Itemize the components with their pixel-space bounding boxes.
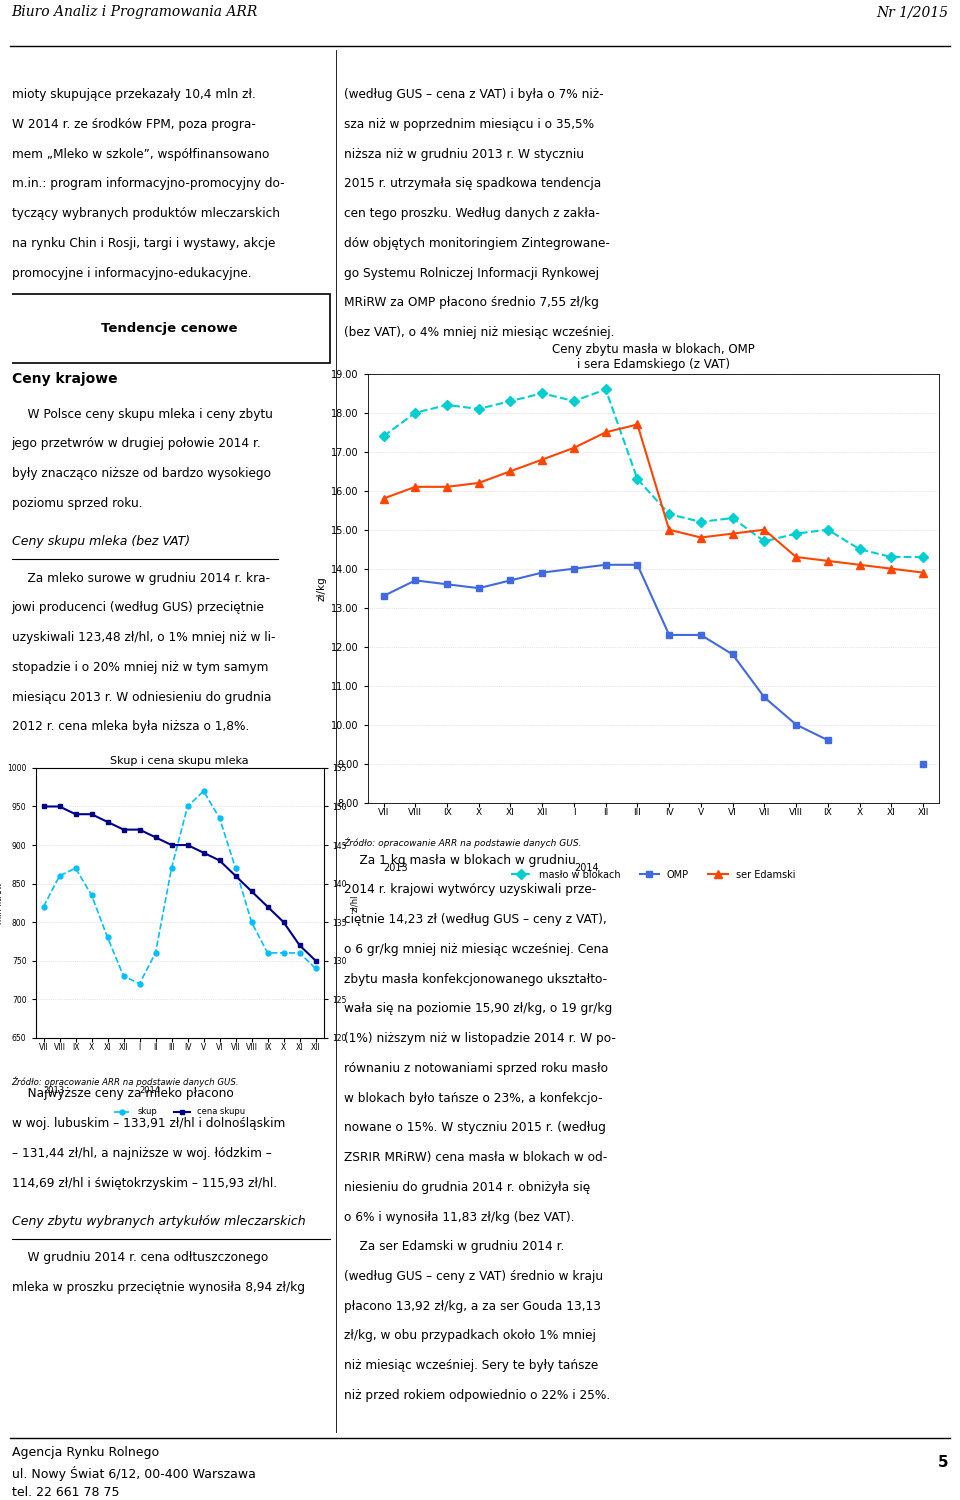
Text: sza niż w poprzednim miesiącu i o 35,5%: sza niż w poprzednim miesiącu i o 35,5%: [344, 118, 594, 130]
Text: ZSRIR MRiRW) cena masła w blokach w od-: ZSRIR MRiRW) cena masła w blokach w od-: [344, 1150, 607, 1164]
Text: Ceny skupu mleka (bez VAT): Ceny skupu mleka (bez VAT): [12, 536, 190, 548]
Text: (według GUS – cena z VAT) i była o 7% niż-: (według GUS – cena z VAT) i była o 7% ni…: [344, 88, 603, 101]
Text: Za mleko surowe w grudniu 2014 r. kra-: Za mleko surowe w grudniu 2014 r. kra-: [12, 572, 270, 585]
Text: dów objętych monitoringiem Zintegrowane-: dów objętych monitoringiem Zintegrowane-: [344, 237, 610, 250]
Title: Skup i cena skupu mleka: Skup i cena skupu mleka: [110, 756, 249, 766]
Text: w blokach było tańsze o 23%, a konfekcjo-: w blokach było tańsze o 23%, a konfekcjo…: [344, 1092, 602, 1104]
Text: zł/kg, w obu przypadkach około 1% mniej: zł/kg, w obu przypadkach około 1% mniej: [344, 1329, 595, 1342]
Text: wała się na poziomie 15,90 zł/kg, o 19 gr/kg: wała się na poziomie 15,90 zł/kg, o 19 g…: [344, 1002, 612, 1016]
Text: Za 1 kg masła w blokach w grudniu: Za 1 kg masła w blokach w grudniu: [344, 853, 575, 867]
Text: Biuro Analiz i Programowania ARR: Biuro Analiz i Programowania ARR: [12, 6, 258, 20]
Text: m.in.: program informacyjno-promocyjny do-: m.in.: program informacyjno-promocyjny d…: [12, 177, 284, 190]
Text: poziomu sprzed roku.: poziomu sprzed roku.: [12, 496, 142, 510]
Text: 2015 r. utrzymała się spadkowa tendencja: 2015 r. utrzymała się spadkowa tendencja: [344, 177, 601, 190]
Text: jego przetwrów w drugiej połowie 2014 r.: jego przetwrów w drugiej połowie 2014 r.: [12, 438, 261, 450]
Text: 114,69 zł/hl i świętokrzyskim – 115,93 zł/hl.: 114,69 zł/hl i świętokrzyskim – 115,93 z…: [12, 1176, 276, 1190]
Text: ciętnie 14,23 zł (według GUS – ceny z VAT),: ciętnie 14,23 zł (według GUS – ceny z VA…: [344, 914, 607, 926]
Text: niż przed rokiem odpowiednio o 22% i 25%.: niż przed rokiem odpowiednio o 22% i 25%…: [344, 1389, 610, 1402]
Text: Najwyższe ceny za mleko płacono: Najwyższe ceny za mleko płacono: [12, 1088, 233, 1101]
Text: Źródło: opracowanie ARR na podstawie danych GUS.: Źródło: opracowanie ARR na podstawie dan…: [12, 1077, 239, 1088]
Text: MRiRW za OMP płacono średnio 7,55 zł/kg: MRiRW za OMP płacono średnio 7,55 zł/kg: [344, 297, 598, 309]
Text: tel. 22 661 78 75: tel. 22 661 78 75: [12, 1486, 119, 1500]
Text: mioty skupujące przekazały 10,4 mln zł.: mioty skupujące przekazały 10,4 mln zł.: [12, 88, 255, 101]
Text: były znacząco niższe od bardzo wysokiego: były znacząco niższe od bardzo wysokiego: [12, 466, 271, 480]
Text: 2012 r. cena mleka była niższa o 1,8%.: 2012 r. cena mleka była niższa o 1,8%.: [12, 720, 249, 734]
Text: W 2014 r. ze środków FPM, poza progra-: W 2014 r. ze środków FPM, poza progra-: [12, 118, 255, 130]
Text: ul. Nowy Świat 6/12, 00-400 Warszawa: ul. Nowy Świat 6/12, 00-400 Warszawa: [12, 1467, 255, 1482]
Text: Ceny zbytu wybranych artykułów mleczarskich: Ceny zbytu wybranych artykułów mleczarsk…: [12, 1215, 305, 1227]
Text: jowi producenci (według GUS) przeciętnie: jowi producenci (według GUS) przeciętnie: [12, 602, 264, 615]
Y-axis label: zł/hl: zł/hl: [349, 894, 359, 912]
Text: – 131,44 zł/hl, a najniższe w woj. łódzkim –: – 131,44 zł/hl, a najniższe w woj. łódzk…: [12, 1148, 272, 1160]
Text: niesieniu do grudnia 2014 r. obniżyła się: niesieniu do grudnia 2014 r. obniżyła si…: [344, 1180, 589, 1194]
Text: tyczący wybranych produktów mleczarskich: tyczący wybranych produktów mleczarskich: [12, 207, 279, 220]
Text: miesiącu 2013 r. W odniesieniu do grudnia: miesiącu 2013 r. W odniesieniu do grudni…: [12, 690, 271, 703]
Y-axis label: mln litrów: mln litrów: [0, 882, 5, 924]
Text: 2014 r. krajowi wytwórcy uzyskiwali prze-: 2014 r. krajowi wytwórcy uzyskiwali prze…: [344, 884, 596, 897]
Text: zbytu masła konfekcjonowanego ukształto-: zbytu masła konfekcjonowanego ukształto-: [344, 972, 607, 986]
Text: 5: 5: [938, 1455, 948, 1470]
Text: (według GUS – ceny z VAT) średnio w kraju: (według GUS – ceny z VAT) średnio w kraj…: [344, 1270, 603, 1282]
Legend: masło w blokach, OMP, ser Edamski: masło w blokach, OMP, ser Edamski: [508, 865, 799, 883]
Text: (bez VAT), o 4% mniej niż miesiąc wcześniej.: (bez VAT), o 4% mniej niż miesiąc wcześn…: [344, 326, 614, 339]
Text: go Systemu Rolniczej Informacji Rynkowej: go Systemu Rolniczej Informacji Rynkowej: [344, 267, 599, 279]
Text: Nr 1/2015: Nr 1/2015: [876, 6, 948, 20]
Text: cen tego proszku. Według danych z zakła-: cen tego proszku. Według danych z zakła-: [344, 207, 600, 220]
Text: (1%) niższym niż w listopadzie 2014 r. W po-: (1%) niższym niż w listopadzie 2014 r. W…: [344, 1032, 615, 1046]
Text: Źródło: opracowanie ARR na podstawie danych GUS.: Źródło: opracowanie ARR na podstawie dan…: [344, 837, 582, 848]
Text: niż miesiąc wcześniej. Sery te były tańsze: niż miesiąc wcześniej. Sery te były tańs…: [344, 1359, 598, 1372]
Text: na rynku Chin i Rosji, targi i wystawy, akcje: na rynku Chin i Rosji, targi i wystawy, …: [12, 237, 275, 250]
Text: o 6% i wynosiła 11,83 zł/kg (bez VAT).: o 6% i wynosiła 11,83 zł/kg (bez VAT).: [344, 1210, 574, 1224]
Text: W Polsce ceny skupu mleka i ceny zbytu: W Polsce ceny skupu mleka i ceny zbytu: [12, 408, 273, 420]
Text: Ceny krajowe: Ceny krajowe: [12, 372, 117, 387]
Text: Tendencje cenowe: Tendencje cenowe: [102, 321, 238, 334]
Text: nowane o 15%. W styczniu 2015 r. (według: nowane o 15%. W styczniu 2015 r. (według: [344, 1122, 606, 1134]
Text: 2013: 2013: [384, 862, 408, 873]
Legend: skup, cena skupu: skup, cena skupu: [110, 1104, 249, 1120]
Title: Ceny zbytu masła w blokach, OMP
i sera Edamskiego (z VAT): Ceny zbytu masła w blokach, OMP i sera E…: [552, 344, 755, 372]
Text: Agencja Rynku Rolnego: Agencja Rynku Rolnego: [12, 1446, 158, 1460]
Text: niższa niż w grudniu 2013 r. W styczniu: niższa niż w grudniu 2013 r. W styczniu: [344, 147, 584, 160]
Text: mleka w proszku przeciętnie wynosiła 8,94 zł/kg: mleka w proszku przeciętnie wynosiła 8,9…: [12, 1281, 304, 1294]
Text: promocyjne i informacyjno-edukacyjne.: promocyjne i informacyjno-edukacyjne.: [12, 267, 251, 279]
Text: o 6 gr/kg mniej niż miesiąc wcześniej. Cena: o 6 gr/kg mniej niż miesiąc wcześniej. C…: [344, 944, 609, 956]
Text: W grudniu 2014 r. cena odłtuszczonego: W grudniu 2014 r. cena odłtuszczonego: [12, 1251, 268, 1264]
Y-axis label: zł/kg: zł/kg: [317, 576, 326, 600]
Text: uzyskiwali 123,48 zł/hl, o 1% mniej niż w li-: uzyskiwali 123,48 zł/hl, o 1% mniej niż …: [12, 632, 275, 644]
Text: płacono 13,92 zł/kg, a za ser Gouda 13,13: płacono 13,92 zł/kg, a za ser Gouda 13,1…: [344, 1299, 601, 1312]
Text: mem „Mleko w szkole”, współfinansowano: mem „Mleko w szkole”, współfinansowano: [12, 147, 269, 160]
Text: Za ser Edamski w grudniu 2014 r.: Za ser Edamski w grudniu 2014 r.: [344, 1240, 564, 1254]
Text: 2014: 2014: [574, 862, 599, 873]
Text: równaniu z notowaniami sprzed roku masło: równaniu z notowaniami sprzed roku masło: [344, 1062, 608, 1076]
Text: w woj. lubuskim – 133,91 zł/hl i dolnośląskim: w woj. lubuskim – 133,91 zł/hl i dolnośl…: [12, 1118, 285, 1130]
Text: 2014: 2014: [139, 1086, 160, 1095]
FancyBboxPatch shape: [10, 294, 330, 363]
Text: stopadzie i o 20% mniej niż w tym samym: stopadzie i o 20% mniej niż w tym samym: [12, 662, 268, 674]
Text: 2013: 2013: [43, 1086, 64, 1095]
